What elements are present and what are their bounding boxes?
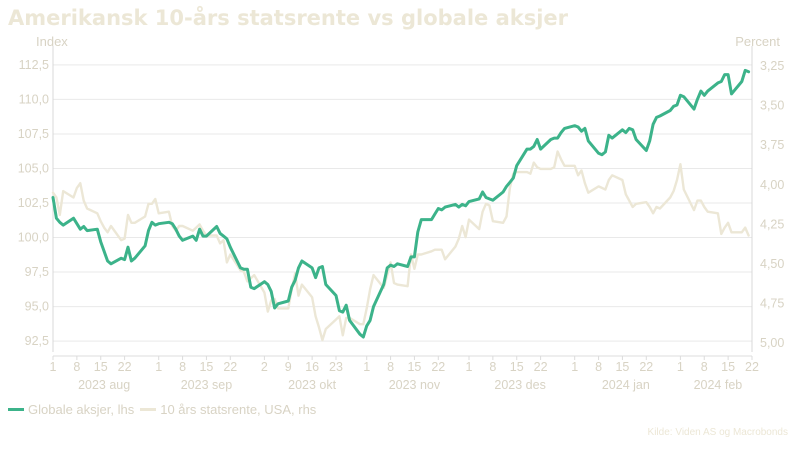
- left-tick-label: 105,0: [18, 161, 49, 175]
- x-tick-label: 1: [50, 360, 57, 374]
- x-tick-label: 2: [261, 360, 268, 374]
- x-tick-label: 15: [615, 360, 629, 374]
- right-tick-label: 4,50: [760, 257, 784, 271]
- right-tick-label: 5,00: [760, 336, 784, 350]
- x-month-label: 2024 jan: [602, 378, 650, 392]
- left-axis-unit: Index: [36, 34, 68, 49]
- left-tick-label: 110,0: [19, 92, 49, 106]
- x-tick-label: 15: [199, 360, 213, 374]
- x-tick-label: 1: [677, 360, 684, 374]
- x-tick-label: 8: [387, 360, 394, 374]
- x-tick-label: 1: [571, 360, 578, 374]
- x-tick-label: 15: [510, 360, 524, 374]
- x-tick-label: 8: [489, 360, 496, 374]
- chart-title: Amerikansk 10-års statsrente vs globale …: [8, 6, 569, 30]
- source-note: Kilde: Viden AS og Macrobonds: [647, 427, 788, 438]
- left-tick-label: 92,5: [25, 334, 49, 348]
- x-tick-label: 9: [285, 360, 292, 374]
- x-month-label: 2024 feb: [694, 378, 743, 392]
- x-tick-label: 22: [118, 360, 132, 374]
- x-tick-label: 22: [639, 360, 653, 374]
- left-tick-label: 102,5: [18, 196, 49, 210]
- right-tick-label: 4,75: [760, 297, 784, 311]
- x-tick-label: 15: [407, 360, 421, 374]
- series-line-equities: [51, 68, 751, 339]
- right-tick-label: 4,00: [760, 178, 784, 192]
- right-tick-label: 3,25: [760, 59, 784, 73]
- x-tick-label: 8: [701, 360, 708, 374]
- x-month-label: 2023 okt: [288, 378, 336, 392]
- right-tick-label: 3,50: [760, 99, 784, 113]
- left-tick-label: 107,5: [18, 127, 49, 141]
- series-line-yield: [51, 150, 750, 342]
- x-tick-label: 8: [179, 360, 186, 374]
- x-tick-label: 16: [305, 360, 319, 374]
- left-tick-label: 100,0: [18, 231, 49, 245]
- right-tick-label: 4,25: [760, 217, 784, 231]
- x-tick-label: 1: [363, 360, 370, 374]
- legend: Globale aksjer, lhs 10 års statsrente, U…: [8, 402, 322, 417]
- legend-item-equities: Globale aksjer, lhs: [8, 402, 134, 417]
- legend-label-equities: Globale aksjer, lhs: [28, 402, 135, 417]
- left-tick-label: 112,5: [19, 58, 49, 72]
- x-tick-label: 8: [595, 360, 602, 374]
- x-month-label: 2023 nov: [389, 378, 441, 392]
- x-tick-label: 15: [721, 360, 735, 374]
- legend-swatch-equities: [8, 408, 24, 411]
- x-month-label: 2023 sep: [181, 378, 232, 392]
- right-tick-label: 3,75: [760, 138, 784, 152]
- left-tick-label: 97,5: [25, 265, 49, 279]
- x-tick-label: 22: [431, 360, 445, 374]
- x-tick-label: 22: [223, 360, 237, 374]
- x-tick-label: 8: [73, 360, 80, 374]
- left-tick-label: 95,0: [25, 300, 49, 314]
- x-tick-label: 22: [534, 360, 548, 374]
- right-axis-unit: Percent: [735, 34, 780, 49]
- legend-swatch-yield: [140, 408, 157, 411]
- x-tick-label: 22: [745, 360, 759, 374]
- x-tick-label: 23: [329, 360, 343, 374]
- legend-item-yield: 10 års statsrente, USA, rhs: [140, 402, 316, 417]
- x-tick-label: 1: [466, 360, 473, 374]
- x-tick-label: 15: [94, 360, 108, 374]
- legend-label-yield: 10 års statsrente, USA, rhs: [160, 402, 317, 417]
- x-month-label: 2023 aug: [78, 378, 130, 392]
- x-tick-label: 1: [155, 360, 162, 374]
- x-month-label: 2023 des: [494, 378, 545, 392]
